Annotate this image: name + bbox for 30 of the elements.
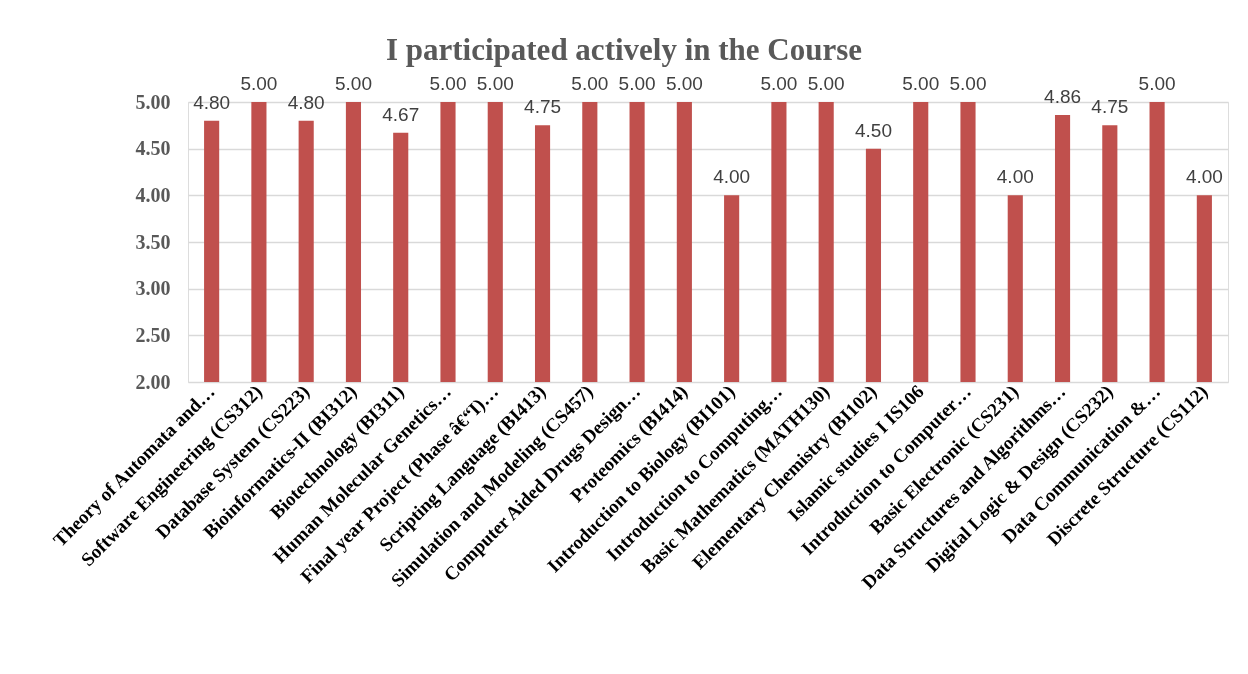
y-tick-label: 4.00 — [135, 183, 171, 206]
data-label: 5.00 — [1138, 73, 1176, 94]
data-label: 5.00 — [571, 73, 609, 94]
data-label: 5.00 — [240, 73, 278, 94]
chart-title: I participated actively in the Course — [385, 32, 863, 67]
data-label: 4.75 — [524, 96, 562, 118]
data-label: 4.86 — [1044, 86, 1082, 108]
data-label: 5.00 — [760, 73, 798, 94]
data-label: 5.00 — [618, 73, 656, 94]
y-tick-label: 3.00 — [135, 277, 171, 300]
data-label: 5.00 — [476, 73, 514, 94]
data-label: 5.00 — [902, 73, 940, 94]
data-label: 4.00 — [1185, 166, 1223, 188]
y-tick-label: 2.50 — [135, 323, 171, 346]
data-label: 5.00 — [807, 73, 845, 94]
data-label: 4.67 — [382, 103, 420, 125]
data-label: 4.00 — [713, 166, 751, 188]
data-label: 5.00 — [334, 73, 372, 94]
data-label: 4.50 — [854, 119, 892, 141]
y-tick-label: 2.00 — [135, 370, 171, 393]
data-label: 4.80 — [287, 91, 325, 113]
y-tick-label: 4.50 — [135, 137, 171, 160]
data-label: 4.75 — [1091, 96, 1129, 118]
data-label: 4.80 — [193, 91, 231, 113]
data-label: 5.00 — [429, 73, 467, 94]
y-tick-label: 5.00 — [135, 90, 171, 113]
y-tick-label: 3.50 — [135, 230, 171, 253]
data-label: 5.00 — [949, 73, 987, 94]
data-label: 4.00 — [996, 166, 1034, 188]
data-label: 5.00 — [665, 73, 703, 94]
